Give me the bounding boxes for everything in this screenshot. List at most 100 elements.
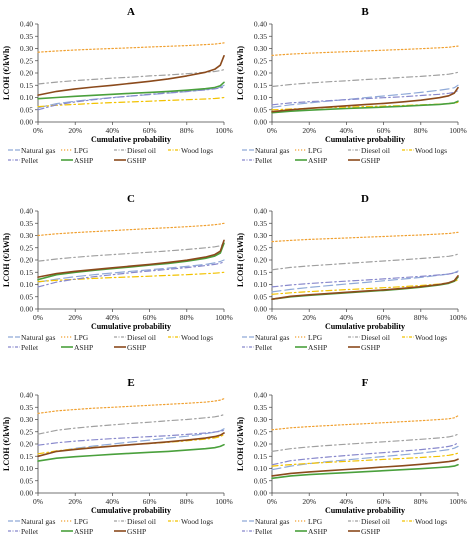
legend-item-pellet: Pellet xyxy=(8,156,39,165)
y-tick-label: 0.25 xyxy=(20,56,33,65)
panel-d: D 0.00 0.05 0.10 0.15 0.20 0.25 0.30 0.35 0.40 0% 2… xyxy=(236,193,467,352)
legend-item-diesel-oil: Diesel oil xyxy=(114,333,156,342)
x-tick-label: 100% xyxy=(215,497,233,506)
y-tick-label: 0.25 xyxy=(254,56,267,65)
x-tick-label: 100% xyxy=(449,313,467,322)
y-tick-label: 0.20 xyxy=(20,256,33,265)
series-line-diesel-oil xyxy=(271,71,459,88)
y-tick-label: 0.05 xyxy=(20,105,33,114)
legend-item-diesel-oil: Diesel oil xyxy=(114,517,156,526)
series-line-natural-gas xyxy=(37,259,225,283)
y-tick-label: 0.05 xyxy=(254,292,267,301)
legend-label: Wood logs xyxy=(181,333,213,342)
x-tick-label: 80% xyxy=(180,126,194,135)
legend-item-natural-gas: Natural gas xyxy=(8,517,55,526)
series-line-gshp xyxy=(37,432,225,458)
series-line-ashp xyxy=(271,100,459,114)
y-tick-label: 0.00 xyxy=(254,489,267,498)
panel-e: E 0.00 0.05 0.10 0.15 0.20 0.25 0.30 0.35 0.40 0% 2… xyxy=(2,377,233,536)
legend-item-diesel-oil: Diesel oil xyxy=(348,517,390,526)
series-line-lpg xyxy=(271,45,459,57)
legend-label: ASHP xyxy=(308,527,327,536)
legend-item-lpg: LPG xyxy=(295,333,323,342)
y-tick-label: 0.30 xyxy=(254,415,267,424)
legend-item-ashp: ASHP xyxy=(295,527,327,536)
legend-label: Diesel oil xyxy=(127,333,156,342)
series-line-gshp xyxy=(37,239,225,278)
legend-label: Natural gas xyxy=(21,333,55,342)
series-line-natural-gas xyxy=(271,270,459,293)
legend: Natural gas LPG Diesel oil Wood logs Pellet A… xyxy=(8,333,213,352)
legend-label: ASHP xyxy=(74,156,93,165)
series-line-pellet xyxy=(271,442,459,466)
x-tick-label: 0% xyxy=(267,497,277,506)
y-tick-label: 0.20 xyxy=(20,69,33,78)
legend: Natural gas LPG Diesel oil Wood logs Pellet A… xyxy=(242,517,447,536)
panel-label: F xyxy=(362,377,369,389)
panel-label: D xyxy=(361,193,369,205)
legend-label: ASHP xyxy=(74,527,93,536)
y-tick-label: 0.15 xyxy=(20,452,33,461)
x-tick-label: 60% xyxy=(377,313,391,322)
series-line-pellet xyxy=(37,86,225,111)
y-axis-label: LCOH (€/kWh) xyxy=(236,233,245,287)
legend-label: Pellet xyxy=(21,527,39,536)
y-tick-label: 0.20 xyxy=(20,440,33,449)
legend-label: Wood logs xyxy=(181,146,213,155)
x-axis-label: Cumulative probability xyxy=(325,506,405,515)
y-tick-label: 0.10 xyxy=(254,93,267,102)
legend: Natural gas LPG Diesel oil Wood logs Pellet A… xyxy=(8,146,213,165)
legend-label: Pellet xyxy=(21,156,39,165)
series-line-diesel-oil xyxy=(271,433,459,452)
series-line-ashp xyxy=(37,81,225,100)
y-tick-label: 0.35 xyxy=(254,403,267,412)
series-line-pellet xyxy=(271,271,459,288)
x-tick-label: 40% xyxy=(340,497,354,506)
y-tick-label: 0.30 xyxy=(20,231,33,240)
x-tick-label: 60% xyxy=(377,126,391,135)
series-line-pellet xyxy=(271,89,459,106)
x-tick-label: 80% xyxy=(414,497,428,506)
x-tick-label: 60% xyxy=(143,126,157,135)
legend-label: Diesel oil xyxy=(127,146,156,155)
series-line-natural-gas xyxy=(271,445,459,471)
y-tick-label: 0.10 xyxy=(20,280,33,289)
x-tick-label: 100% xyxy=(215,126,233,135)
x-tick-label: 20% xyxy=(302,497,316,506)
legend-label: Diesel oil xyxy=(361,517,390,526)
legend-label: Pellet xyxy=(255,343,273,352)
y-tick-label: 0.05 xyxy=(20,476,33,485)
y-axis-label: LCOH (€/kWh) xyxy=(2,233,11,287)
x-tick-label: 40% xyxy=(106,126,120,135)
x-tick-label: 40% xyxy=(106,497,120,506)
legend-label: Natural gas xyxy=(255,333,289,342)
legend-label: LPG xyxy=(308,517,323,526)
series-line-lpg xyxy=(271,415,459,431)
y-tick-label: 0.05 xyxy=(20,292,33,301)
x-tick-label: 0% xyxy=(33,497,43,506)
y-tick-label: 0.00 xyxy=(254,305,267,314)
y-tick-label: 0.05 xyxy=(254,105,267,114)
y-tick-label: 0.00 xyxy=(20,489,33,498)
series-line-gshp xyxy=(271,86,459,113)
y-tick-label: 0.40 xyxy=(254,207,267,216)
panel-label: B xyxy=(361,6,369,18)
y-tick-label: 0.05 xyxy=(254,476,267,485)
y-axis-label: LCOH (€/kWh) xyxy=(236,46,245,100)
y-tick-label: 0.10 xyxy=(20,464,33,473)
y-tick-label: 0.15 xyxy=(254,268,267,277)
legend-label: GSHP xyxy=(361,343,380,352)
x-tick-label: 60% xyxy=(143,313,157,322)
y-tick-label: 0.25 xyxy=(20,243,33,252)
x-tick-label: 60% xyxy=(377,497,391,506)
x-axis-label: Cumulative probability xyxy=(91,322,171,331)
legend-item-ashp: ASHP xyxy=(61,343,93,352)
series-line-diesel-oil xyxy=(271,253,459,271)
legend-label: Natural gas xyxy=(255,146,289,155)
x-tick-label: 40% xyxy=(106,313,120,322)
y-tick-label: 0.15 xyxy=(20,81,33,90)
y-axis-label: LCOH (€/kWh) xyxy=(2,46,11,100)
legend-item-pellet: Pellet xyxy=(8,343,39,352)
series-line-lpg xyxy=(37,42,225,53)
